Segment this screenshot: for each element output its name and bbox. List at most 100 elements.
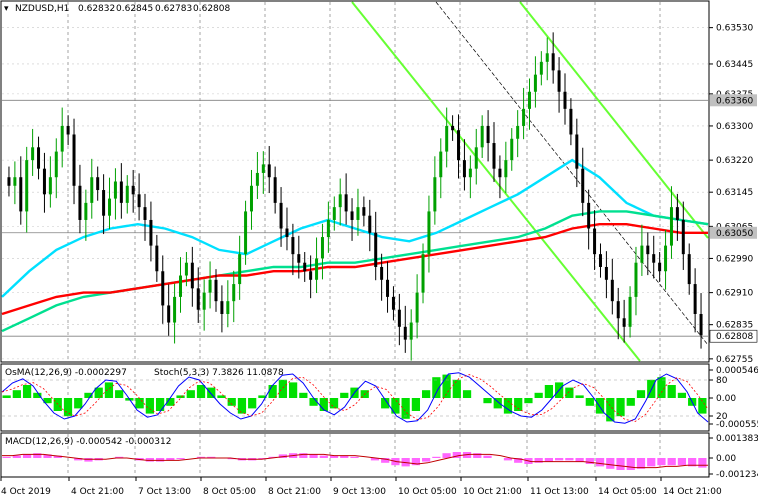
macd-bar bbox=[565, 458, 574, 461]
macd-bar bbox=[698, 458, 707, 468]
osma-stoch-pane: 0.0005463780 0.00 20-0.00055591 bbox=[1, 366, 758, 430]
x-tick-label: 8 Oct 21:00 bbox=[268, 487, 321, 497]
candle-body bbox=[267, 164, 271, 178]
candle-body bbox=[445, 125, 449, 152]
macd-bar bbox=[145, 458, 154, 462]
osma-bar bbox=[104, 382, 114, 398]
candle-body bbox=[380, 266, 384, 280]
price-label-box bbox=[710, 94, 757, 107]
macd-tick-label: -0.001234 bbox=[716, 470, 758, 480]
macd-bar bbox=[278, 454, 287, 458]
osma-bar bbox=[422, 390, 431, 398]
candle-body bbox=[510, 138, 514, 161]
candle-body bbox=[693, 284, 697, 314]
price-tick-label: 0.62835 bbox=[716, 321, 753, 331]
osma-bar bbox=[248, 398, 257, 409]
macd-bar bbox=[534, 458, 543, 463]
osma-bar bbox=[616, 398, 625, 417]
candle-body bbox=[646, 245, 650, 255]
osma-bar bbox=[626, 398, 635, 406]
osma-bar bbox=[657, 377, 666, 398]
macd-bar bbox=[442, 453, 451, 458]
osma-bar bbox=[155, 398, 165, 411]
macd-bar bbox=[115, 456, 124, 458]
osma-tick-label: 0.00054637 bbox=[716, 366, 758, 376]
candle-body bbox=[545, 53, 549, 62]
candle-body bbox=[273, 177, 277, 203]
candle-body bbox=[551, 53, 555, 71]
candle-body bbox=[356, 207, 360, 220]
header-symbol-icon: ▾ bbox=[4, 4, 9, 14]
price-highlight-label: 0.63050 bbox=[716, 229, 753, 239]
ohlc-close: 0.62808 bbox=[193, 4, 230, 14]
price-tick-label: 0.62990 bbox=[716, 254, 753, 264]
candle-body bbox=[622, 318, 626, 327]
osma-bar bbox=[503, 398, 513, 414]
candle-body bbox=[486, 125, 490, 144]
candle-body bbox=[368, 215, 372, 233]
price-tick-label: 0.63300 bbox=[716, 122, 753, 132]
macd-bar bbox=[207, 456, 216, 458]
macd-label: MACD(12,26,9) -0.000542 -0.000312 bbox=[5, 437, 171, 447]
price-tick-label: 0.63145 bbox=[716, 188, 753, 198]
candle-body bbox=[72, 134, 76, 186]
candle-body bbox=[113, 181, 117, 199]
moving-averages bbox=[1, 158, 709, 333]
macd-bar bbox=[422, 458, 431, 462]
macd-tick-label: 0.00 bbox=[716, 454, 736, 464]
macd-bar bbox=[309, 454, 318, 458]
candle-body bbox=[155, 245, 159, 272]
macd-bar bbox=[657, 458, 666, 466]
candle-body bbox=[285, 228, 289, 238]
ohlc-open: 0.62832 bbox=[78, 4, 115, 14]
price-tick-label: 0.63530 bbox=[716, 24, 753, 34]
osma-bar bbox=[340, 392, 349, 398]
osma-bar bbox=[595, 398, 605, 414]
osma-bar bbox=[237, 398, 247, 414]
osma-bar bbox=[606, 398, 615, 422]
candle-body bbox=[19, 177, 23, 212]
x-tick-label: 14 Oct 05:00 bbox=[598, 487, 657, 497]
x-tick-label: 4 Oct 21:00 bbox=[71, 487, 124, 497]
channel-mid-line bbox=[435, 1, 709, 346]
candle-body bbox=[143, 207, 147, 220]
candle-body bbox=[255, 172, 259, 186]
osma-bar bbox=[84, 392, 93, 398]
macd-bar bbox=[268, 456, 277, 458]
osma-bar bbox=[309, 398, 318, 406]
macd-bar bbox=[381, 458, 390, 463]
candle-body bbox=[315, 258, 319, 280]
candle-body bbox=[557, 70, 561, 92]
candle-body bbox=[7, 177, 11, 186]
osma-bar bbox=[22, 385, 32, 398]
candle-body bbox=[516, 125, 520, 139]
horizontal-levels bbox=[2, 99, 708, 337]
macd-bar bbox=[370, 458, 380, 461]
candle-body bbox=[309, 271, 313, 280]
candle-body bbox=[214, 279, 218, 302]
candle-body bbox=[202, 292, 206, 310]
candle-body bbox=[78, 185, 82, 220]
candle-body bbox=[208, 279, 212, 293]
candle-body bbox=[66, 125, 70, 135]
candle-body bbox=[498, 168, 502, 178]
osma-bar bbox=[94, 387, 103, 398]
candle-body bbox=[658, 262, 662, 272]
macd-bar bbox=[340, 455, 349, 458]
osma-bar bbox=[462, 390, 472, 398]
chart-title: NZDUSD,H1 bbox=[15, 4, 69, 14]
macd-bar bbox=[647, 458, 656, 467]
candle-body bbox=[249, 185, 253, 212]
osma-bar bbox=[585, 398, 594, 406]
candles bbox=[7, 32, 703, 361]
price-tick-label: 0.62755 bbox=[716, 355, 753, 365]
x-tick-label: 4 Oct 2019 bbox=[1, 487, 51, 497]
macd-bar bbox=[33, 453, 42, 458]
candle-body bbox=[699, 313, 703, 336]
macd-bar bbox=[350, 456, 359, 458]
macd-bar bbox=[74, 458, 83, 461]
macd-tick-label: 0.001383 bbox=[716, 434, 758, 444]
candle-body bbox=[569, 108, 573, 135]
osma-bar bbox=[442, 374, 451, 398]
